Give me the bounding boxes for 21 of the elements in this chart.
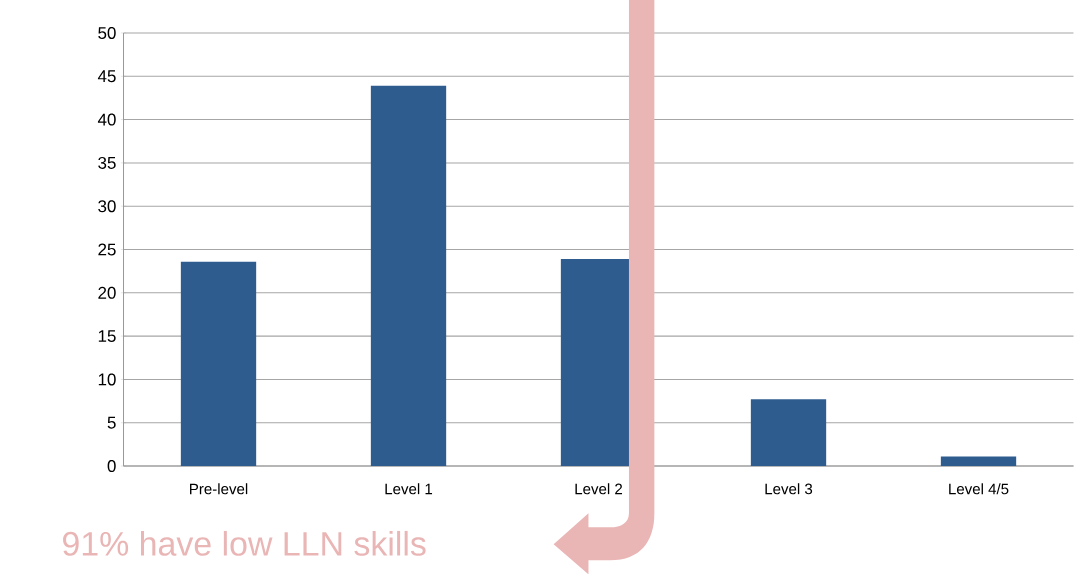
x-tick-label: Level 3 <box>765 483 813 495</box>
x-tick-label: Level 1 <box>385 483 433 495</box>
x-tick-label: Pre-level <box>190 483 248 495</box>
y-tick-label: 10 <box>98 373 116 386</box>
y-tick-label: 25 <box>98 243 116 256</box>
bar <box>180 261 257 466</box>
text: 91% have low LLN skills <box>63 530 426 556</box>
x-tick-label: Level 4/5 <box>949 483 1009 495</box>
y-tick-label: 15 <box>98 330 116 342</box>
y-tick-label: 50 <box>98 26 116 39</box>
bar <box>940 456 1017 466</box>
y-tick-label: 45 <box>97 70 116 83</box>
y-tick-label: 30 <box>98 200 116 213</box>
y-tick-label: 5 <box>107 416 116 429</box>
y-tick-label: 0 <box>107 459 116 472</box>
y-tick-label: 20 <box>98 286 116 299</box>
y-tick-label: 35 <box>98 156 116 169</box>
x-tick-label: Level 2 <box>575 483 623 495</box>
bar <box>370 85 447 466</box>
y-tick-label: 40 <box>97 113 116 126</box>
bar <box>750 399 827 466</box>
